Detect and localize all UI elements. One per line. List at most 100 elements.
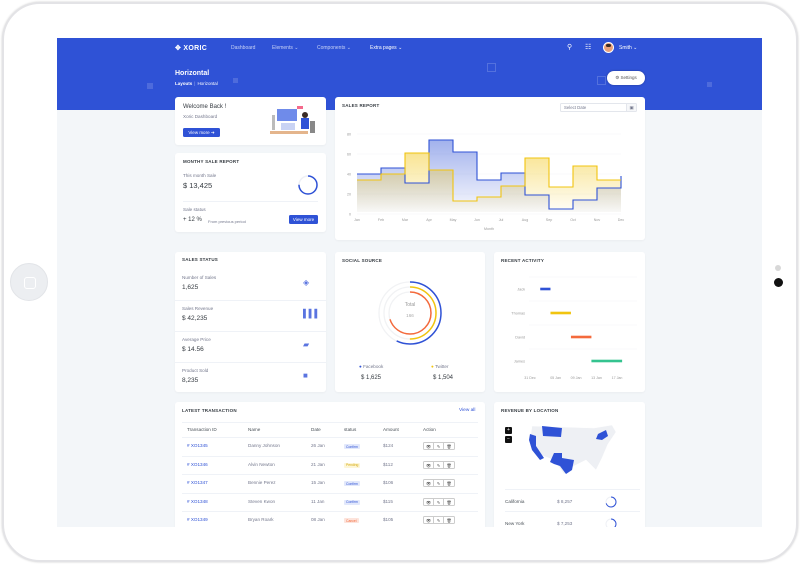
date-input[interactable]: Select Date ▣	[560, 103, 637, 112]
trash-icon[interactable]: 🗑	[446, 518, 452, 523]
location-revenue: $ 7,253	[557, 521, 573, 526]
series-line-2	[357, 152, 621, 202]
recent-activity-title: RECENT ACTIVITY	[501, 258, 545, 263]
series-area-2	[357, 153, 621, 212]
developer-illustration	[270, 106, 315, 134]
transaction-amount: $124	[383, 443, 394, 448]
x-tick-label: Nov	[594, 218, 601, 222]
logo[interactable]: ✥ XORIC	[175, 45, 208, 52]
customer-name: Danny Johnson	[248, 443, 280, 448]
category-label: David	[515, 336, 525, 340]
trash-icon[interactable]: 🗑	[446, 499, 452, 505]
nav-dashboard[interactable]: Dashboard	[231, 45, 256, 51]
column-header: Transaction ID	[187, 427, 217, 432]
recent-activity-card: RECENT ACTIVITY Jack Thomas David James 31 D…	[494, 252, 645, 392]
sales-status-value: 1,625	[182, 284, 199, 291]
trash-icon[interactable]: 🗑	[446, 444, 452, 449]
welcome-subtitle: Xoric Dashboard	[183, 114, 218, 119]
edit-icon[interactable]: ✎	[434, 480, 444, 486]
trash-icon[interactable]: 🗑	[446, 481, 452, 486]
eye-icon[interactable]: 👁	[424, 461, 434, 468]
social-source-card: SOCIAL SOURCE Total 166 ● Facebook $ 1,6…	[335, 252, 485, 392]
edit-icon[interactable]: ✎	[434, 517, 444, 523]
view-all-link[interactable]: View all	[459, 408, 476, 413]
ticket-icon: ▰	[303, 340, 310, 349]
eye-icon[interactable]: 👁	[424, 498, 434, 505]
monthly-view-more-button[interactable]: View more	[289, 215, 318, 224]
location-progress-ring	[605, 518, 617, 527]
facebook-value: $ 1,625	[361, 375, 382, 381]
column-header: Name	[248, 427, 261, 432]
row-actions: 👁 ✎ 🗑	[423, 497, 455, 506]
y-tick-label: 20	[347, 193, 351, 197]
activity-bar-james	[591, 359, 623, 363]
nav-elements[interactable]: Elements ⌄	[272, 45, 299, 51]
transaction-id-link[interactable]: # XO1348	[187, 498, 208, 504]
customer-name: Bennie Perez	[248, 480, 276, 485]
twitter-value: $ 1,504	[433, 375, 454, 381]
transaction-date: 15 Jan	[311, 480, 325, 485]
calendar-icon[interactable]: ▣	[626, 104, 636, 111]
sales-status-value: $ 42,235	[182, 315, 208, 322]
edit-icon[interactable]: ✎	[434, 498, 444, 505]
sale-status-label: Sale status	[183, 207, 206, 212]
eye-icon[interactable]: 👁	[424, 443, 434, 449]
x-tick-label: May	[450, 218, 457, 222]
edit-icon[interactable]: ✎	[434, 443, 444, 449]
avatar[interactable]	[603, 42, 614, 53]
welcome-view-more-button[interactable]: View more ➔	[183, 128, 220, 137]
location-revenue: $ 8,257	[557, 499, 573, 504]
breadcrumb-layouts[interactable]: Layouts	[175, 81, 193, 86]
transaction-id-link[interactable]: # XO1345	[187, 443, 208, 448]
home-button[interactable]	[10, 263, 48, 301]
recent-activity-chart: Jack Thomas David James 31 Dec 05 Jan 09 Jan 13…	[511, 276, 637, 380]
ring-series-3	[388, 291, 432, 335]
page-title: Horizontal	[175, 70, 210, 77]
transaction-amount: $115	[383, 498, 393, 504]
search-icon[interactable]: ⚲	[567, 44, 573, 51]
activity-bar-jack	[540, 287, 551, 291]
x-tick-label: Mar	[402, 218, 409, 222]
map-zoom-in-button[interactable]: +	[505, 427, 512, 434]
transaction-id-link[interactable]: # XO1346	[187, 461, 208, 467]
layers-icon: ◈	[303, 278, 310, 287]
social-total-value: 166	[406, 313, 414, 318]
bar-chart-icon: ▌▌▌	[303, 309, 321, 318]
sales-report-card: SALES REPORT Select Date ▣ 0 20 40 60 80 Jan Fe…	[335, 97, 645, 240]
status-badge: Confirm	[344, 499, 360, 505]
x-tick-label: 13 Jan	[591, 376, 602, 380]
breadcrumb: Layouts | Horizontal	[175, 81, 218, 86]
x-tick-label: Jun	[474, 218, 480, 222]
nav-extra-pages[interactable]: Extra pages ⌄	[370, 45, 403, 51]
sale-status-value: + 12 %	[183, 217, 202, 223]
customer-name: Bryan Roark	[248, 517, 274, 522]
social-radial-chart	[378, 281, 442, 345]
map-zoom-out-button[interactable]: −	[505, 436, 512, 443]
eye-icon[interactable]: 👁	[424, 480, 434, 486]
edit-icon[interactable]: ✎	[434, 461, 444, 468]
transaction-id-link[interactable]: # XO1349	[187, 517, 208, 522]
welcome-title: Welcome Back !	[183, 104, 227, 110]
x-tick-label: Dec	[618, 218, 625, 222]
transaction-amount: $106	[383, 480, 394, 485]
x-tick-label: Jul	[499, 218, 504, 222]
user-menu[interactable]: Smith ⌄	[619, 45, 638, 51]
activity-bar-thomas	[550, 311, 571, 315]
status-badge: Confirm	[344, 444, 360, 449]
social-total-label: Total	[404, 302, 416, 308]
nav-components[interactable]: Components ⌄	[317, 45, 351, 51]
legend-facebook: ● Facebook	[359, 364, 384, 369]
social-source-title: SOCIAL SOURCE	[342, 258, 383, 263]
facebook-dot-icon: ●	[359, 364, 364, 369]
sliders-icon[interactable]: ☷	[585, 44, 592, 51]
column-header: status	[344, 427, 357, 432]
trash-icon[interactable]: 🗑	[446, 462, 452, 468]
sensor-dot	[775, 265, 781, 271]
latest-transaction-card: LATEST TRANSACTION View all Transaction …	[175, 402, 485, 527]
transaction-id-link[interactable]: # XO1347	[187, 480, 208, 485]
this-month-label: This month Sale	[183, 173, 217, 178]
eye-icon[interactable]: 👁	[424, 517, 434, 523]
settings-button[interactable]: ⚙ Settings	[607, 71, 645, 85]
status-badge: Pending	[344, 462, 361, 468]
y-tick-label: 0	[349, 213, 351, 217]
